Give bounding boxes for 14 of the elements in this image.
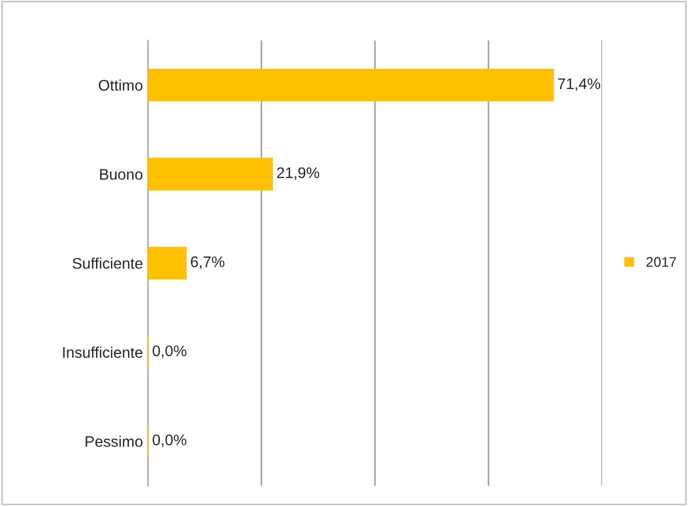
bar xyxy=(148,158,273,190)
y-tick-label: Buono xyxy=(100,169,142,180)
data-label: 71,4% xyxy=(558,78,600,91)
y-tick-label: Sufficiente xyxy=(72,258,142,269)
data-label: 21,9% xyxy=(277,167,320,180)
legend-label: 2017 xyxy=(646,257,676,267)
data-label: 6,7% xyxy=(190,256,224,270)
data-label: 0,0% xyxy=(152,434,186,448)
y-tick-label: Ottimo xyxy=(98,79,142,91)
y-tick-label: Insufficiente xyxy=(63,346,142,358)
data-label: 0,0% xyxy=(152,345,186,358)
y-tick-label: Pessimo xyxy=(86,436,142,447)
bar xyxy=(148,68,554,102)
bar xyxy=(148,246,187,280)
